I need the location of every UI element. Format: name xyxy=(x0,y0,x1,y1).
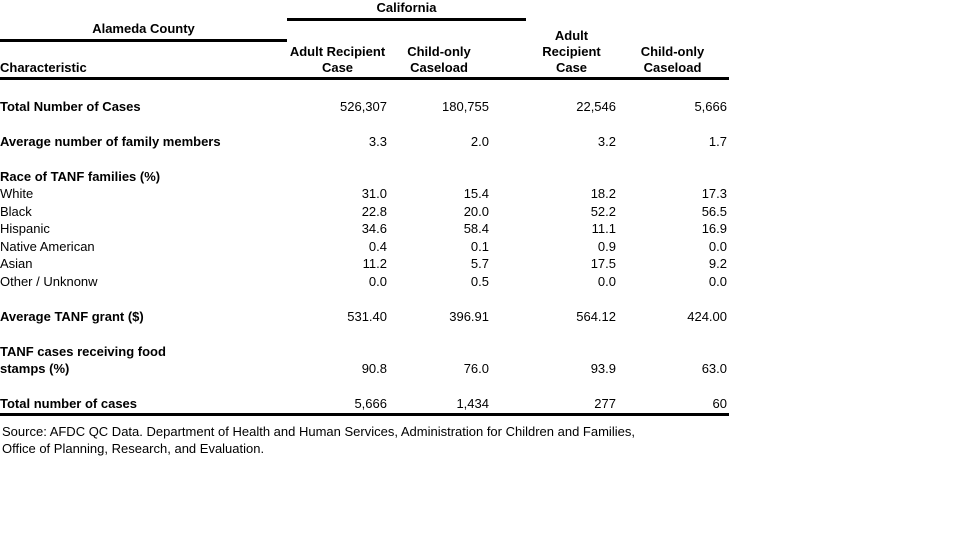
col-header-ca-childonly: Child-only Caseload xyxy=(407,44,471,75)
value-cell: 5,666 xyxy=(354,396,387,412)
value-cell: 564.12 xyxy=(576,308,616,324)
spacer-row xyxy=(0,80,729,98)
value-cell: 0.1 xyxy=(470,238,489,254)
source-note: Source: AFDC QC Data. Department of Heal… xyxy=(0,423,729,457)
value-cell: 0.0 xyxy=(708,238,727,254)
table-row-food-stamps-line2: stamps (%) 90.8 76.0 93.9 63.0 xyxy=(0,360,729,378)
value-cell: 1,434 xyxy=(456,396,489,412)
col-header-al-childonly: Child-only Caseload xyxy=(640,44,705,75)
column-header-row: Characteristic Adult Recipient Case Chil… xyxy=(0,27,729,80)
value-cell: 424.00 xyxy=(687,308,727,324)
group-header-gap xyxy=(526,0,729,21)
value-cell: 15.4 xyxy=(463,186,489,202)
table-row-native-american: Native American 0.4 0.1 0.9 0.0 xyxy=(0,238,729,256)
table-row-asian: Asian 11.2 5.7 17.5 9.2 xyxy=(0,255,729,273)
col-header-al-adult: Adult Recipient Case xyxy=(542,28,601,75)
value-cell: 0.0 xyxy=(597,273,616,289)
value-cell: 9.2 xyxy=(708,256,727,272)
group-header-row: California Alameda County xyxy=(0,0,729,42)
value-cell: 526,307 xyxy=(340,98,387,114)
value-cell: 0.5 xyxy=(470,273,489,289)
value-cell: 56.5 xyxy=(701,203,727,219)
value-cell: 0.9 xyxy=(597,238,616,254)
value-cell: 76.0 xyxy=(463,361,489,377)
table-row-other-unknown: Other / Unknonw 0.0 0.5 0.0 0.0 xyxy=(0,273,729,291)
spacer-row xyxy=(0,378,729,396)
value-cell: 63.0 xyxy=(701,361,727,377)
value-cell: 20.0 xyxy=(463,203,489,219)
row-label: Total Number of Cases xyxy=(0,98,141,114)
group-header-spacer xyxy=(0,0,287,21)
row-label: Race of TANF families (%) xyxy=(0,168,161,184)
value-cell: 531.40 xyxy=(347,308,387,324)
value-cell: 22.8 xyxy=(361,203,387,219)
spacer-row xyxy=(0,150,729,168)
source-note-line2: Office of Planning, Research, and Evalua… xyxy=(2,440,265,456)
row-label: TANF cases receiving food xyxy=(0,343,166,359)
col-header-ca-adult: Adult Recipient Case xyxy=(289,44,386,75)
row-label: Total number of cases xyxy=(0,396,138,412)
value-cell: 1.7 xyxy=(708,133,727,149)
row-label: Other / Unknonw xyxy=(0,273,98,289)
row-label: Average number of family members xyxy=(0,133,221,149)
row-label: Native American xyxy=(0,238,95,254)
row-label: White xyxy=(0,186,34,202)
value-cell: 5.7 xyxy=(470,256,489,272)
table-row-white: White 31.0 15.4 18.2 17.3 xyxy=(0,185,729,203)
value-cell: 93.9 xyxy=(590,361,616,377)
group-label: California xyxy=(376,0,437,15)
value-cell: 5,666 xyxy=(694,98,727,114)
table-bottom-rule xyxy=(0,412,729,416)
value-cell: 60 xyxy=(712,396,727,412)
value-cell: 0.4 xyxy=(368,238,387,254)
value-cell: 0.0 xyxy=(708,273,727,289)
value-cell: 3.2 xyxy=(597,133,616,149)
row-label: Average TANF grant ($) xyxy=(0,308,144,324)
row-label: Asian xyxy=(0,256,33,272)
value-cell: 58.4 xyxy=(463,221,489,237)
tanf-characteristics-table: California Alameda County Characteristic… xyxy=(0,0,729,457)
value-cell: 22,546 xyxy=(576,98,616,114)
value-cell: 52.2 xyxy=(590,203,616,219)
col-header-gap xyxy=(490,27,526,77)
table-row-food-stamps-line1: TANF cases receiving food xyxy=(0,343,729,361)
table-row-average-tanf-grant: Average TANF grant ($) 531.40 396.91 564… xyxy=(0,308,729,326)
table-row-total-number-of-cases-bottom: Total number of cases 5,666 1,434 277 60 xyxy=(0,395,729,413)
spacer-row xyxy=(0,290,729,308)
row-label: Black xyxy=(0,203,32,219)
value-cell: 18.2 xyxy=(590,186,616,202)
value-cell: 17.5 xyxy=(590,256,616,272)
group-header-california: California xyxy=(287,0,526,21)
group-label: Alameda County xyxy=(92,21,195,36)
source-note-line1: Source: AFDC QC Data. Department of Heal… xyxy=(2,423,635,439)
value-cell: 90.8 xyxy=(361,361,387,377)
value-cell: 34.6 xyxy=(361,221,387,237)
value-cell: 11.2 xyxy=(362,256,387,272)
table-row-total-number-of-cases: Total Number of Cases 526,307 180,755 22… xyxy=(0,98,729,116)
table-row-race-section-header: Race of TANF families (%) xyxy=(0,168,729,186)
spacer-row xyxy=(0,325,729,343)
value-cell: 3.3 xyxy=(368,133,387,149)
spacer-row xyxy=(0,115,729,133)
value-cell: 180,755 xyxy=(442,98,489,114)
value-cell: 277 xyxy=(594,396,616,412)
value-cell: 2.0 xyxy=(470,133,489,149)
group-header-alameda: Alameda County xyxy=(0,21,287,42)
value-cell: 31.0 xyxy=(361,186,387,202)
table-row-hispanic: Hispanic 34.6 58.4 11.1 16.9 xyxy=(0,220,729,238)
value-cell: 16.9 xyxy=(701,221,727,237)
row-label: stamps (%) xyxy=(0,361,70,377)
table-row-black: Black 22.8 20.0 52.2 56.5 xyxy=(0,203,729,221)
table-row-average-family-members: Average number of family members 3.3 2.0… xyxy=(0,133,729,151)
characteristic-header: Characteristic xyxy=(0,60,87,75)
value-cell: 11.1 xyxy=(591,221,616,237)
value-cell: 396.91 xyxy=(449,308,489,324)
row-label: Hispanic xyxy=(0,221,50,237)
value-cell: 0.0 xyxy=(368,273,387,289)
value-cell: 17.3 xyxy=(701,186,727,202)
